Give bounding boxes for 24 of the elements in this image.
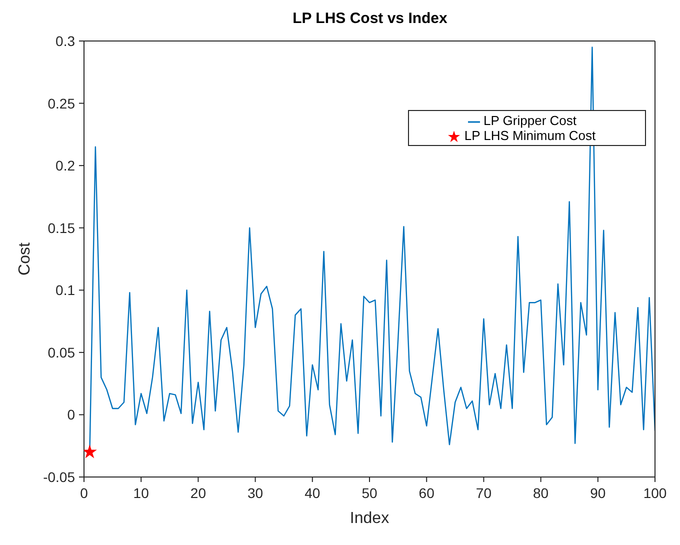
x-tick-label: 0 <box>80 484 88 501</box>
y-axis-title: Cost <box>16 242 34 276</box>
x-tick-label: 60 <box>418 484 435 501</box>
y-tick-label: -0.05 <box>43 468 76 485</box>
y-tick-label: 0.05 <box>48 344 76 360</box>
y-tick-label: 0.1 <box>56 282 76 298</box>
legend-label: LP LHS Minimum Cost <box>464 128 596 143</box>
chart-title: LP LHS Cost vs Index <box>292 9 448 29</box>
x-tick-label: 70 <box>476 484 492 501</box>
x-axis-title: Index <box>350 510 390 527</box>
y-tick-label: 0 <box>67 406 76 423</box>
x-tick-label: 80 <box>533 484 549 501</box>
x-tick-label: 90 <box>590 484 606 501</box>
y-tick-label: 0.2 <box>56 158 76 174</box>
y-tick-label: 0.3 <box>56 32 76 49</box>
x-tick-label: 30 <box>248 484 264 501</box>
legend-label: LP Gripper Cost <box>484 113 576 128</box>
x-tick-label: 100 <box>643 484 667 501</box>
y-tick-label: 0.15 <box>48 220 76 236</box>
x-tick-label: 50 <box>362 484 378 501</box>
x-tick-label: 20 <box>190 484 206 501</box>
x-tick-label: 10 <box>133 484 150 501</box>
x-tick-label: 40 <box>304 484 320 501</box>
y-tick-label: 0.25 <box>48 95 76 112</box>
